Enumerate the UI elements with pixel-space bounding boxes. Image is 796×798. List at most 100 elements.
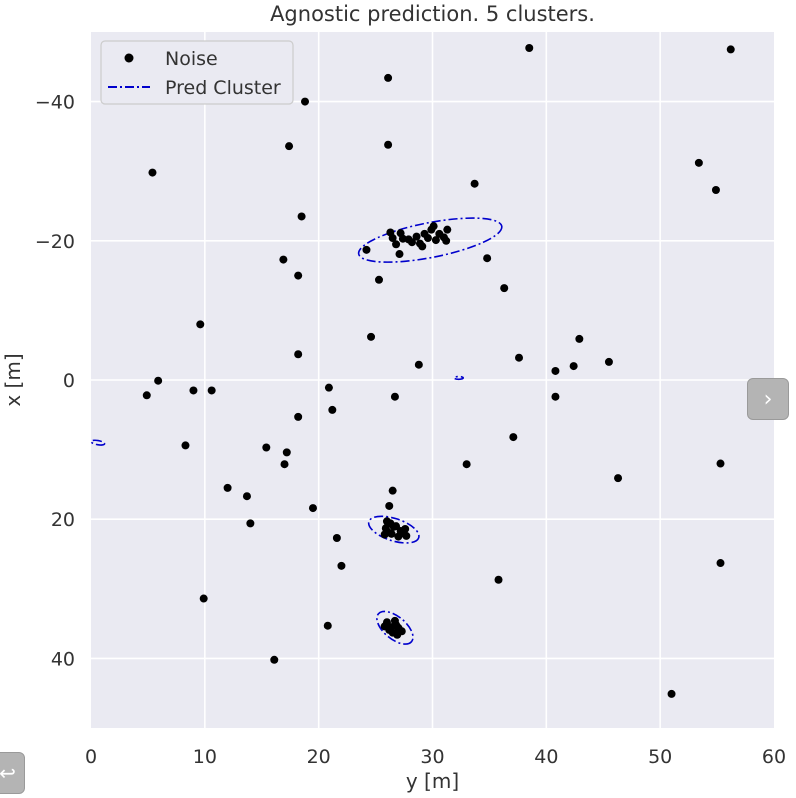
noise-point bbox=[199, 594, 208, 603]
noise-point bbox=[551, 366, 560, 375]
noise-point bbox=[388, 486, 397, 495]
noise-point bbox=[442, 236, 451, 245]
y-tick-label: 20 bbox=[51, 509, 75, 531]
noise-point bbox=[332, 533, 341, 542]
y-tick-label: −20 bbox=[35, 231, 75, 253]
noise-point bbox=[324, 383, 333, 392]
next-button[interactable]: › bbox=[747, 378, 789, 420]
noise-point bbox=[301, 97, 310, 106]
noise-point bbox=[308, 504, 317, 513]
x-tick-label: 0 bbox=[85, 746, 97, 768]
noise-point bbox=[443, 225, 452, 234]
noise-point bbox=[726, 45, 735, 54]
noise-point bbox=[196, 320, 205, 329]
noise-point bbox=[207, 386, 216, 395]
noise-point bbox=[242, 492, 251, 501]
noise-point bbox=[390, 616, 399, 625]
noise-point bbox=[385, 501, 394, 510]
noise-point bbox=[294, 271, 303, 280]
x-tick-label: 60 bbox=[762, 746, 786, 768]
noise-point bbox=[470, 179, 479, 188]
noise-point bbox=[390, 392, 399, 401]
noise-point bbox=[395, 250, 404, 259]
noise-point bbox=[223, 483, 232, 492]
noise-point bbox=[415, 239, 424, 248]
noise-point bbox=[525, 44, 534, 53]
noise-point bbox=[280, 460, 289, 469]
noise-point bbox=[294, 412, 303, 421]
pred-cluster-ellipse bbox=[376, 610, 414, 645]
pred-clusters bbox=[90, 217, 503, 645]
noise-point bbox=[323, 621, 332, 630]
y-tick-label: 40 bbox=[51, 648, 75, 670]
noise-point bbox=[515, 353, 524, 362]
pred-cluster-ellipse bbox=[357, 217, 503, 263]
x-ticks: 0 10 20 30 40 50 60 bbox=[85, 746, 786, 768]
chart-title: Agnostic prediction. 5 clusters. bbox=[270, 2, 595, 26]
noise-point bbox=[297, 212, 306, 221]
noise-point bbox=[285, 142, 294, 151]
y-ticks: −40 −20 0 20 40 bbox=[35, 92, 75, 671]
noise-point bbox=[384, 73, 393, 82]
noise-point bbox=[429, 222, 438, 231]
noise-point bbox=[716, 459, 725, 468]
chevron-right-icon: › bbox=[763, 386, 773, 412]
legend-box bbox=[100, 40, 294, 105]
legend-cluster-label: Pred Cluster bbox=[165, 77, 281, 99]
noise-point bbox=[404, 235, 413, 244]
undo-button[interactable]: ↩ bbox=[0, 752, 25, 794]
noise-point bbox=[392, 240, 401, 249]
y-tick-label: 0 bbox=[63, 370, 75, 392]
noise-point bbox=[380, 530, 389, 539]
noise-point bbox=[394, 623, 403, 632]
noise-point bbox=[575, 334, 584, 343]
noise-point bbox=[246, 519, 255, 528]
x-tick-label: 40 bbox=[534, 746, 558, 768]
noise-point bbox=[402, 531, 411, 540]
noise-point bbox=[148, 168, 157, 177]
noise-point bbox=[154, 376, 163, 385]
noise-point bbox=[389, 522, 398, 531]
noise-point bbox=[181, 441, 190, 450]
x-tick-label: 30 bbox=[420, 746, 444, 768]
noise-point bbox=[483, 254, 492, 263]
noise-point bbox=[551, 392, 560, 401]
x-tick-label: 20 bbox=[307, 746, 331, 768]
noise-point bbox=[362, 245, 371, 254]
noise-point bbox=[396, 229, 405, 238]
noise-point bbox=[142, 391, 151, 400]
noise-point bbox=[604, 357, 613, 366]
noise-point bbox=[262, 443, 271, 452]
legend: Noise Pred Cluster bbox=[100, 40, 294, 105]
noise-point bbox=[384, 140, 393, 149]
noise-point bbox=[694, 158, 703, 167]
noise-point bbox=[431, 236, 440, 245]
noise-point bbox=[420, 229, 429, 238]
noise-point bbox=[412, 232, 421, 241]
noise-point bbox=[711, 185, 720, 194]
noise-point bbox=[500, 284, 509, 293]
noise-point bbox=[569, 362, 578, 371]
noise-point bbox=[380, 622, 389, 631]
x-tick-label: 50 bbox=[648, 746, 672, 768]
noise-point bbox=[388, 234, 397, 243]
undo-arrow-icon: ↩ bbox=[0, 761, 16, 785]
noise-point bbox=[328, 405, 337, 414]
noise-point bbox=[494, 575, 503, 584]
noise-point bbox=[614, 474, 623, 483]
pred-cluster-ellipse bbox=[90, 439, 106, 446]
noise-point bbox=[382, 517, 391, 526]
noise-point bbox=[716, 559, 725, 568]
noise-points bbox=[142, 44, 735, 698]
legend-noise-marker bbox=[124, 53, 134, 63]
x-axis-label: y [m] bbox=[406, 769, 459, 793]
noise-point bbox=[337, 561, 346, 570]
noise-point bbox=[509, 433, 518, 442]
y-tick-label: −40 bbox=[35, 92, 75, 114]
noise-point bbox=[270, 655, 279, 664]
noise-point bbox=[374, 275, 383, 284]
grid bbox=[91, 32, 774, 728]
pred-cluster-ellipse bbox=[453, 375, 465, 381]
x-tick-label: 10 bbox=[193, 746, 217, 768]
